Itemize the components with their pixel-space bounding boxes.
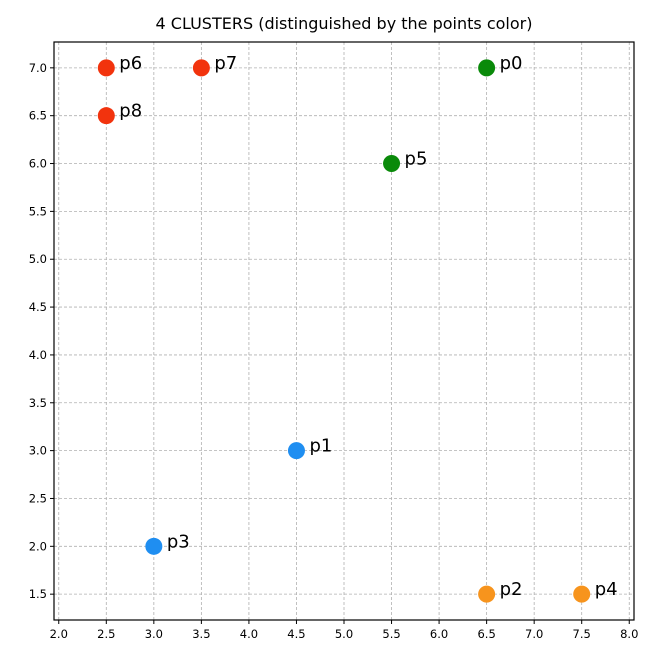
point-label-p7: p7 (214, 53, 237, 74)
point-label-p4: p4 (595, 579, 618, 600)
y-tick-label: 7.0 (29, 61, 47, 75)
x-tick-label: 8.0 (620, 627, 638, 641)
point-label-p8: p8 (119, 101, 142, 122)
data-point-p1 (287, 442, 305, 460)
y-tick-label: 3.5 (29, 396, 47, 410)
x-tick-label: 4.5 (287, 627, 305, 641)
x-tick-label: 7.0 (525, 627, 543, 641)
point-label-p0: p0 (500, 53, 523, 74)
y-tick-label: 5.0 (29, 252, 47, 266)
y-tick-label: 4.0 (29, 348, 47, 362)
y-tick-label: 6.0 (29, 157, 47, 171)
chart-title: 4 CLUSTERS (distinguished by the points … (156, 14, 533, 33)
point-label-p5: p5 (405, 149, 428, 170)
x-tick-label: 5.5 (382, 627, 400, 641)
x-tick-label: 6.0 (430, 627, 448, 641)
data-point-p4 (573, 585, 591, 603)
data-point-p8 (97, 107, 115, 125)
x-tick-label: 5.0 (335, 627, 353, 641)
grid-layer (54, 42, 634, 620)
tick-layer: 2.0 2.5 3.0 3.5 4.0 4.5 5.0 5.5 6.0 6.5 7.0 7.5 8.0 1… (29, 61, 639, 641)
y-tick-label: 2.5 (29, 491, 47, 505)
y-tick-label: 4.5 (29, 300, 47, 314)
y-tick-label: 3.0 (29, 444, 47, 458)
axes-frame (53, 41, 635, 621)
x-tick-label: 7.5 (573, 627, 591, 641)
y-tick-label: 6.5 (29, 109, 47, 123)
point-label-p2: p2 (500, 579, 523, 600)
y-tick-label: 2.0 (29, 539, 47, 553)
point-label-p6: p6 (119, 53, 142, 74)
point-label-p1: p1 (309, 436, 332, 457)
data-point-p7 (192, 59, 210, 77)
data-point-p5 (383, 155, 401, 173)
data-point-p3 (145, 537, 163, 555)
x-tick-label: 2.5 (97, 627, 115, 641)
x-tick-label: 2.0 (50, 627, 68, 641)
x-tick-label: 6.5 (477, 627, 495, 641)
x-tick-label: 3.5 (192, 627, 210, 641)
x-tick-label: 4.0 (240, 627, 258, 641)
data-point-p2 (478, 585, 496, 603)
x-tick-label: 3.0 (145, 627, 163, 641)
point-layer: p0 p1 p2 p3 p4 p5 p6 p7 p8 (97, 53, 618, 603)
point-label-p3: p3 (167, 531, 190, 552)
y-tick-label: 1.5 (29, 587, 47, 601)
y-tick-label: 5.5 (29, 204, 47, 218)
data-point-p6 (97, 59, 115, 77)
data-point-p0 (478, 59, 496, 77)
